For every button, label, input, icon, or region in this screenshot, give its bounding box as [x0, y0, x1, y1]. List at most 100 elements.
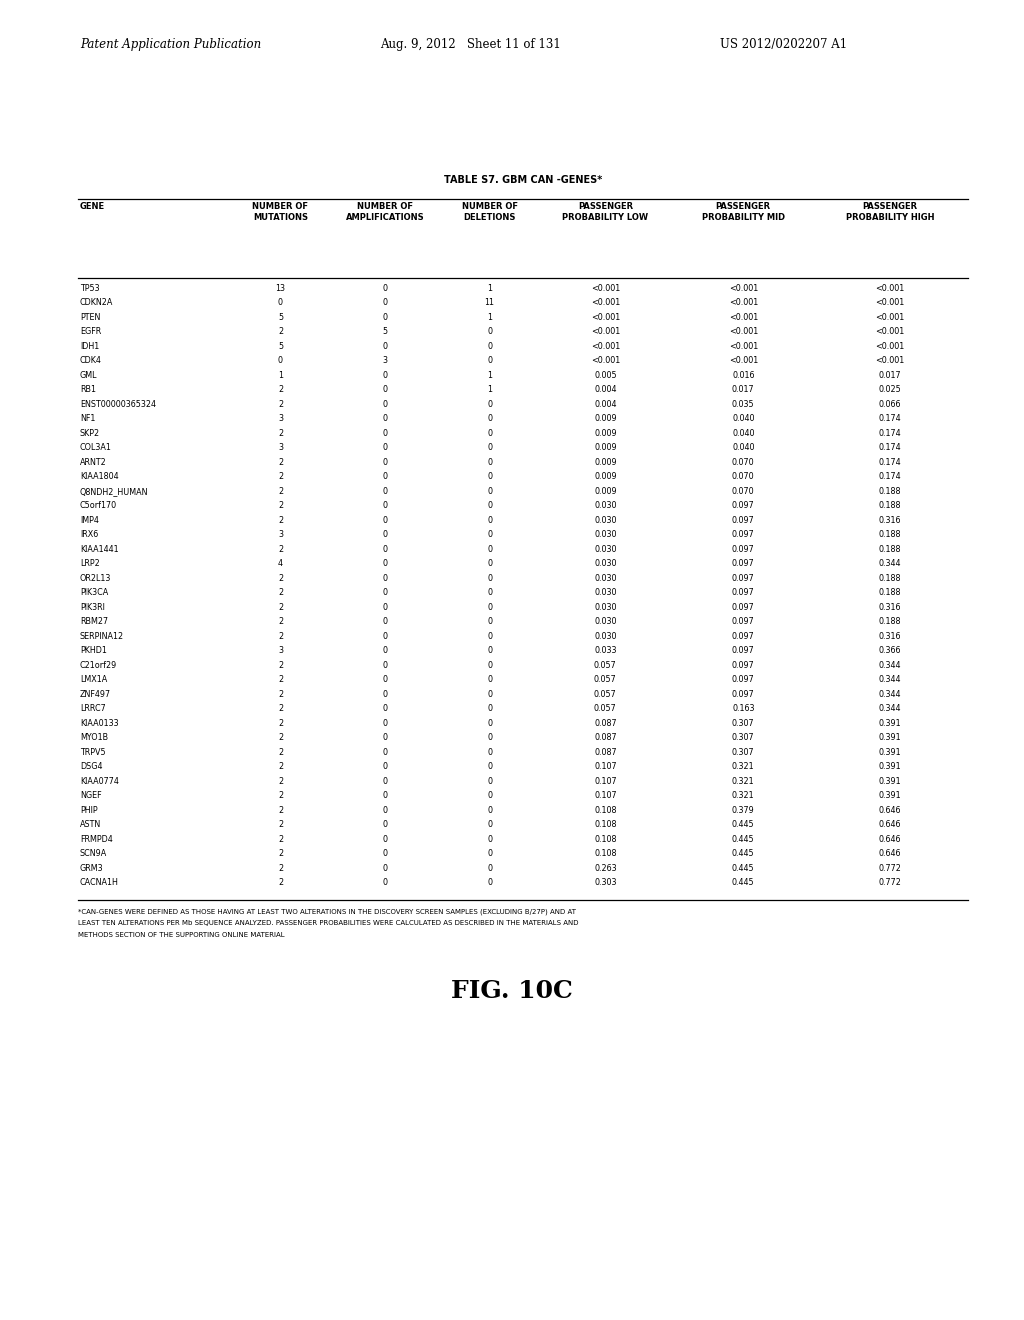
Text: 0: 0	[383, 647, 387, 655]
Text: 0: 0	[383, 689, 387, 698]
Text: 3: 3	[278, 414, 283, 424]
Text: 0: 0	[487, 878, 493, 887]
Text: 0.087: 0.087	[594, 733, 616, 742]
Text: 0: 0	[383, 660, 387, 669]
Text: 0: 0	[383, 574, 387, 582]
Text: 0.391: 0.391	[879, 791, 901, 800]
Text: <0.001: <0.001	[876, 356, 905, 366]
Text: 0.391: 0.391	[879, 776, 901, 785]
Text: RB1: RB1	[80, 385, 96, 395]
Text: LRP2: LRP2	[80, 560, 99, 568]
Text: 0.163: 0.163	[732, 704, 755, 713]
Text: 2: 2	[278, 878, 283, 887]
Text: IDH1: IDH1	[80, 342, 99, 351]
Text: <0.001: <0.001	[876, 313, 905, 322]
Text: 2: 2	[278, 820, 283, 829]
Text: GENE: GENE	[80, 202, 105, 211]
Text: 0: 0	[487, 473, 493, 482]
Text: LMX1A: LMX1A	[80, 675, 108, 684]
Text: 0.030: 0.030	[594, 545, 616, 553]
Text: 0: 0	[383, 414, 387, 424]
Text: 0.307: 0.307	[732, 747, 755, 756]
Text: 0.097: 0.097	[732, 675, 755, 684]
Text: 0.107: 0.107	[594, 791, 616, 800]
Text: CDKN2A: CDKN2A	[80, 298, 114, 308]
Text: 0: 0	[487, 603, 493, 611]
Text: 0.017: 0.017	[879, 371, 901, 380]
Text: 0: 0	[487, 414, 493, 424]
Text: 0.188: 0.188	[879, 574, 901, 582]
Text: 0: 0	[383, 473, 387, 482]
Text: 0: 0	[487, 776, 493, 785]
Text: 1: 1	[278, 371, 283, 380]
Text: 0.097: 0.097	[732, 574, 755, 582]
Text: DSG4: DSG4	[80, 762, 102, 771]
Text: 2: 2	[278, 805, 283, 814]
Text: PASSENGER
PROBABILITY MID: PASSENGER PROBABILITY MID	[701, 202, 784, 222]
Text: 0: 0	[487, 574, 493, 582]
Text: <0.001: <0.001	[591, 356, 620, 366]
Text: 0.040: 0.040	[732, 414, 755, 424]
Text: 0.188: 0.188	[879, 589, 901, 597]
Text: C21orf29: C21orf29	[80, 660, 118, 669]
Text: 0.030: 0.030	[594, 574, 616, 582]
Text: SCN9A: SCN9A	[80, 849, 108, 858]
Text: 0: 0	[383, 863, 387, 873]
Text: 0: 0	[383, 834, 387, 843]
Text: 0.772: 0.772	[879, 878, 901, 887]
Text: 0: 0	[487, 689, 493, 698]
Text: TABLE S7. GBM CAN -GENES*: TABLE S7. GBM CAN -GENES*	[443, 176, 602, 185]
Text: 0: 0	[383, 632, 387, 640]
Text: 2: 2	[278, 791, 283, 800]
Text: 5: 5	[278, 342, 283, 351]
Text: 0.070: 0.070	[732, 473, 755, 482]
Text: 0.070: 0.070	[732, 487, 755, 495]
Text: <0.001: <0.001	[591, 298, 620, 308]
Text: 0.344: 0.344	[879, 704, 901, 713]
Text: 2: 2	[278, 487, 283, 495]
Text: <0.001: <0.001	[876, 298, 905, 308]
Text: 0: 0	[383, 531, 387, 539]
Text: 0: 0	[487, 516, 493, 524]
Text: 0.316: 0.316	[879, 632, 901, 640]
Text: 0.057: 0.057	[594, 704, 616, 713]
Text: 0: 0	[383, 385, 387, 395]
Text: 0: 0	[487, 400, 493, 409]
Text: <0.001: <0.001	[591, 342, 620, 351]
Text: 0.070: 0.070	[732, 458, 755, 467]
Text: 0.344: 0.344	[879, 560, 901, 568]
Text: 0: 0	[383, 342, 387, 351]
Text: KIAA0774: KIAA0774	[80, 776, 119, 785]
Text: 0.445: 0.445	[732, 863, 755, 873]
Text: 0.009: 0.009	[594, 414, 616, 424]
Text: 0: 0	[383, 516, 387, 524]
Text: 0: 0	[487, 531, 493, 539]
Text: 0: 0	[487, 675, 493, 684]
Text: TRPV5: TRPV5	[80, 747, 105, 756]
Text: 0.344: 0.344	[879, 660, 901, 669]
Text: 0: 0	[383, 776, 387, 785]
Text: 0.030: 0.030	[594, 632, 616, 640]
Text: 2: 2	[278, 574, 283, 582]
Text: 2: 2	[278, 618, 283, 626]
Text: 0.009: 0.009	[594, 458, 616, 467]
Text: <0.001: <0.001	[729, 342, 758, 351]
Text: 0.030: 0.030	[594, 618, 616, 626]
Text: 2: 2	[278, 834, 283, 843]
Text: 2: 2	[278, 863, 283, 873]
Text: 0: 0	[487, 589, 493, 597]
Text: 0.097: 0.097	[732, 603, 755, 611]
Text: 0: 0	[383, 603, 387, 611]
Text: KIAA1441: KIAA1441	[80, 545, 119, 553]
Text: 0.188: 0.188	[879, 487, 901, 495]
Text: 0.097: 0.097	[732, 560, 755, 568]
Text: 2: 2	[278, 849, 283, 858]
Text: 2: 2	[278, 545, 283, 553]
Text: 0.004: 0.004	[594, 385, 616, 395]
Text: NUMBER OF
AMPLIFICATIONS: NUMBER OF AMPLIFICATIONS	[346, 202, 424, 222]
Text: IMP4: IMP4	[80, 516, 99, 524]
Text: 0.321: 0.321	[732, 791, 755, 800]
Text: 2: 2	[278, 589, 283, 597]
Text: 2: 2	[278, 704, 283, 713]
Text: 0: 0	[487, 820, 493, 829]
